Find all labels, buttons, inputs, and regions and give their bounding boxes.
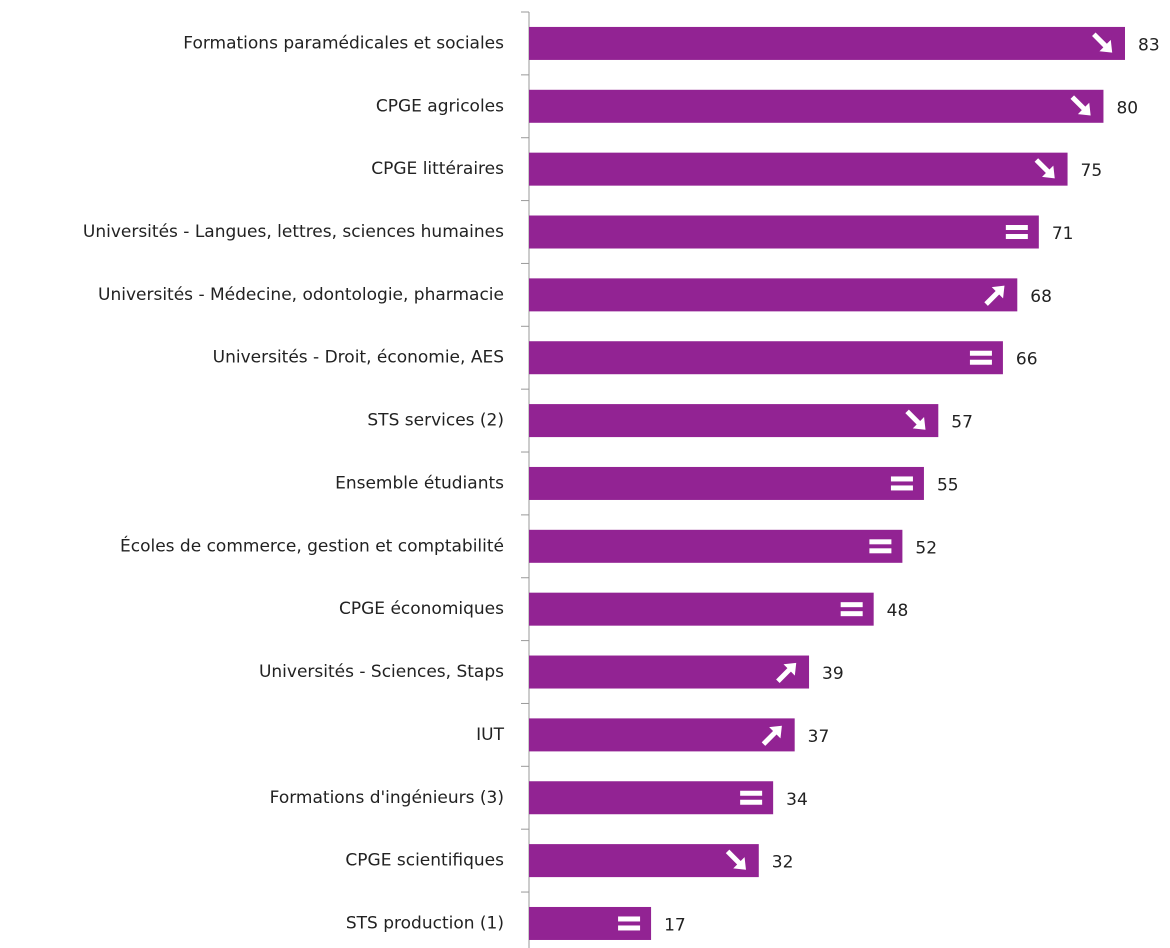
value-label: 39	[822, 664, 844, 684]
bar	[529, 844, 759, 878]
y-tick-label: CPGE scientifiques	[345, 851, 504, 871]
trend-icon	[869, 539, 892, 545]
bar	[529, 781, 774, 815]
bar	[529, 529, 903, 563]
value-label: 32	[772, 853, 794, 873]
trend-icon	[1034, 158, 1055, 179]
y-tick-label: Universités - Droit, économie, AES	[213, 348, 504, 368]
bar	[529, 404, 939, 438]
y-tick-label: STS services (2)	[367, 411, 504, 431]
y-tick-label: Ensemble étudiants	[335, 473, 504, 493]
y-tick-label: Universités - Sciences, Staps	[259, 662, 504, 682]
bar	[529, 278, 1018, 312]
y-tick-label: CPGE agricoles	[376, 96, 504, 116]
value-label: 17	[664, 915, 686, 935]
bar	[529, 341, 1003, 375]
y-tick-label: Universités - Médecine, odontologie, pha…	[98, 285, 504, 305]
value-label: 66	[1016, 350, 1038, 370]
trend-icon	[869, 548, 892, 554]
trend-icon	[1005, 225, 1028, 231]
value-label: 55	[937, 475, 959, 495]
trend-icon	[840, 611, 863, 617]
trend-icon	[840, 602, 863, 608]
y-tick-label: Écoles de commerce, gestion et comptabil…	[120, 534, 504, 556]
trend-icon	[1070, 95, 1091, 116]
trend-icon	[1092, 32, 1113, 53]
trend-icon	[776, 662, 797, 683]
bar	[529, 89, 1104, 123]
bar	[529, 718, 795, 752]
trend-icon	[618, 916, 641, 922]
bar	[529, 655, 810, 689]
bar	[529, 215, 1039, 249]
value-label: 34	[786, 790, 808, 810]
y-tick-label: Formations paramédicales et sociales	[183, 33, 504, 53]
trend-icon	[618, 925, 641, 931]
value-label: 71	[1052, 224, 1074, 244]
bar	[529, 466, 924, 500]
trend-icon	[761, 725, 782, 746]
trend-icon	[890, 485, 913, 491]
value-label: 80	[1116, 98, 1138, 118]
trend-icon	[740, 790, 763, 796]
value-label: 68	[1030, 287, 1052, 307]
bar	[529, 26, 1125, 60]
y-tick-label: STS production (1)	[346, 913, 504, 933]
value-label: 57	[951, 413, 973, 433]
trend-icon	[890, 476, 913, 482]
y-tick-label: CPGE littéraires	[371, 159, 504, 179]
bar	[529, 152, 1068, 186]
y-tick-label: IUT	[476, 725, 504, 745]
trend-icon	[1005, 234, 1028, 240]
bar	[529, 592, 874, 626]
y-tick-label: CPGE économiques	[339, 599, 504, 619]
trend-icon	[725, 849, 746, 870]
trend-icon	[905, 409, 926, 430]
value-label: 48	[887, 601, 909, 621]
trend-icon	[969, 359, 992, 365]
value-label: 75	[1081, 161, 1103, 181]
trend-icon	[969, 350, 992, 356]
value-label: 83	[1138, 35, 1160, 55]
trend-icon	[740, 799, 763, 805]
bar	[529, 906, 652, 940]
value-label: 52	[915, 538, 937, 558]
value-label: 37	[808, 727, 830, 747]
trend-icon	[984, 285, 1005, 306]
y-tick-label: Formations d'ingénieurs (3)	[270, 788, 504, 808]
y-tick-label: Universités - Langues, lettres, sciences…	[83, 222, 504, 242]
